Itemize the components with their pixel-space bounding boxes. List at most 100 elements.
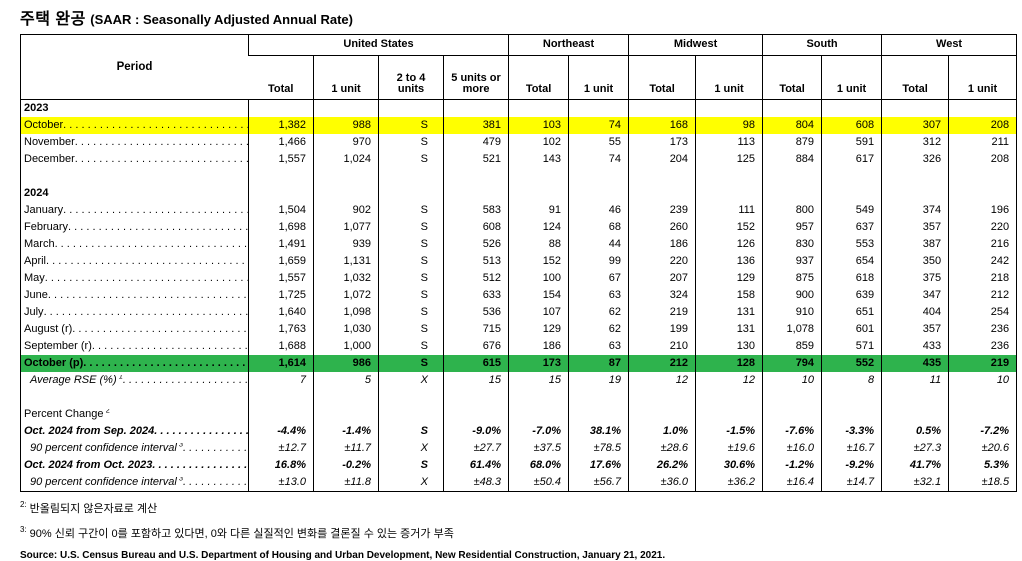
dot-leader xyxy=(63,120,248,132)
table-row-august-r: August (r)1,7631,030S715129621991311,078… xyxy=(21,321,1017,338)
data-cell: 131 xyxy=(695,304,763,321)
data-cell: 1,098 xyxy=(313,304,379,321)
table-body: 2023October1,382988S38110374168988046083… xyxy=(20,99,1017,492)
column-header-west-total: Total xyxy=(881,55,949,100)
group-header-south: South xyxy=(762,34,882,56)
column-header-south-total: Total xyxy=(762,55,822,100)
row-label: Percent Change 2 xyxy=(24,408,110,420)
data-cell: 68.0% xyxy=(508,457,569,474)
data-cell: ±18.5 xyxy=(948,474,1017,492)
data-cell: 210 xyxy=(628,338,696,355)
data-cell: 46 xyxy=(568,202,629,219)
data-cell: 404 xyxy=(881,304,949,321)
data-cell: 591 xyxy=(821,134,882,151)
data-cell: 1,032 xyxy=(313,270,379,287)
data-cell: 63 xyxy=(568,338,629,355)
data-cell: 107 xyxy=(508,304,569,321)
data-cell xyxy=(508,168,569,185)
table-row-october-p: October (p)1,614986S61517387212128794552… xyxy=(20,355,1017,372)
table-row-oct-2024-from-sep-2024: Oct. 2024 from Sep. 2024-4.4%-1.4%S-9.0%… xyxy=(21,423,1017,440)
row-label: Average RSE (%) 1 xyxy=(21,372,249,389)
data-cell: ±27.7 xyxy=(442,440,509,457)
data-cell: 218 xyxy=(948,270,1017,287)
group-header-midwest: Midwest xyxy=(628,34,763,56)
data-cell xyxy=(442,389,509,406)
data-cell: 129 xyxy=(695,270,763,287)
data-cell: S xyxy=(378,355,444,372)
data-cell xyxy=(378,99,444,117)
data-cell: 186 xyxy=(508,338,569,355)
dot-leader xyxy=(44,307,248,319)
column-header-united-states-2-to-4-units: 2 to 4 units xyxy=(378,55,444,100)
dot-leader xyxy=(92,341,248,353)
data-cell: ±11.8 xyxy=(313,474,379,492)
data-cell xyxy=(881,99,949,117)
data-cell xyxy=(313,389,379,406)
data-cell: 552 xyxy=(821,355,882,372)
data-cell: 220 xyxy=(948,219,1017,236)
data-cell: -1.5% xyxy=(695,423,763,440)
data-cell: 1,466 xyxy=(248,134,314,151)
footnote-2-text: 반올림되지 않은자료로 계산 xyxy=(29,503,158,515)
data-cell: 152 xyxy=(508,253,569,270)
data-cell: 350 xyxy=(881,253,949,270)
data-cell: 715 xyxy=(442,321,509,338)
data-cell xyxy=(508,99,569,117)
sub-header-row: Total 1 unit 2 to 4 units 5 units or more To… xyxy=(21,55,1017,100)
data-cell: 375 xyxy=(881,270,949,287)
data-cell: 957 xyxy=(762,219,822,236)
data-cell: -7.2% xyxy=(948,423,1017,440)
data-cell: 651 xyxy=(821,304,882,321)
data-cell: ±32.1 xyxy=(881,474,949,492)
table-row-november: November1,466970S47910255173113879591312… xyxy=(21,134,1017,151)
data-cell: 479 xyxy=(442,134,509,151)
data-cell: ±78.5 xyxy=(568,440,629,457)
dot-leader xyxy=(55,239,248,251)
row-label: August (r) xyxy=(21,321,249,338)
table-row-december: December1,5571,024S521143742041258846173… xyxy=(21,151,1017,168)
data-cell: 830 xyxy=(762,236,822,253)
table-row-june: June1,7251,072S6331546332415890063934721… xyxy=(21,287,1017,304)
data-cell xyxy=(628,99,696,117)
data-cell: -4.4% xyxy=(248,423,314,440)
table-row-april: April1,6591,131S513152992201369376543502… xyxy=(21,253,1017,270)
data-cell: 38.1% xyxy=(568,423,629,440)
data-cell: 128 xyxy=(695,355,763,372)
data-cell: 1,504 xyxy=(248,202,314,219)
data-cell: 207 xyxy=(628,270,696,287)
data-cell: 111 xyxy=(695,202,763,219)
data-cell: ±28.6 xyxy=(628,440,696,457)
dot-leader xyxy=(48,290,248,302)
data-cell: 608 xyxy=(442,219,509,236)
data-cell: 433 xyxy=(881,338,949,355)
data-cell: 168 xyxy=(628,117,696,134)
footnote-3: 3: 90% 신뢰 구간이 0를 포함하고 있다면, 0와 다른 실질적인 변화를… xyxy=(20,525,1022,541)
data-cell: 26.2% xyxy=(628,457,696,474)
dot-leader xyxy=(45,273,248,285)
data-cell xyxy=(762,168,822,185)
group-header-west: West xyxy=(881,34,1017,56)
data-cell xyxy=(628,168,696,185)
data-cell xyxy=(881,168,949,185)
data-cell xyxy=(378,406,444,423)
data-cell: ±11.7 xyxy=(313,440,379,457)
data-cell: 113 xyxy=(695,134,763,151)
data-cell: ±16.7 xyxy=(821,440,882,457)
group-header-northeast: Northeast xyxy=(508,34,629,56)
title-english: (SAAR : Seasonally Adjusted Annual Rate) xyxy=(90,12,353,27)
data-cell: 100 xyxy=(508,270,569,287)
data-cell: 1,557 xyxy=(248,270,314,287)
data-cell: -1.2% xyxy=(762,457,822,474)
data-cell xyxy=(442,99,509,117)
data-cell: 136 xyxy=(695,253,763,270)
row-label: May xyxy=(21,270,249,287)
data-cell: -9.0% xyxy=(442,423,509,440)
data-cell: S xyxy=(378,253,444,270)
data-cell xyxy=(881,406,949,423)
data-cell: 879 xyxy=(762,134,822,151)
data-cell: 11 xyxy=(881,372,949,389)
data-cell: 44 xyxy=(568,236,629,253)
data-cell: 63 xyxy=(568,287,629,304)
data-cell: 103 xyxy=(508,117,569,134)
data-cell: S xyxy=(378,151,444,168)
